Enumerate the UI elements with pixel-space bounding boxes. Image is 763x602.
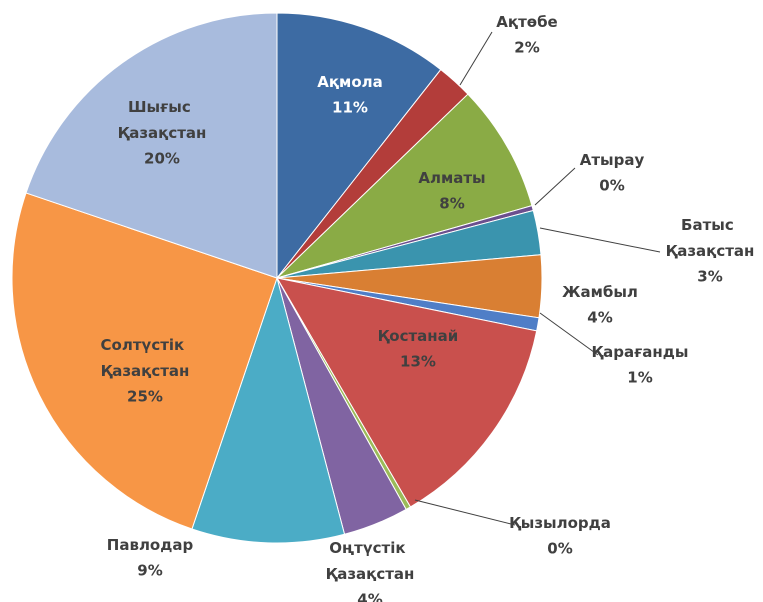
- category-label-line: Батыс: [681, 216, 739, 234]
- category-label: Ақмола: [317, 73, 382, 91]
- category-label-line: Қазақстан: [118, 124, 207, 142]
- category-label-line: Қазақстан: [326, 565, 415, 583]
- category-label-line: Атырау: [580, 151, 645, 169]
- category-label-line: Қызылорда: [509, 514, 611, 532]
- pie-slice: [276, 277, 538, 508]
- category-label: Шығыс Қазақстан: [118, 98, 207, 142]
- category-label: Алматы: [418, 169, 485, 187]
- category-label: Батыс Қазақстан: [666, 216, 755, 260]
- category-label: Жамбыл: [562, 283, 638, 301]
- category-label: Атырау: [580, 151, 645, 169]
- pie-slice: [276, 12, 442, 280]
- pie-slice: [191, 276, 346, 544]
- leader-line: [459, 31, 493, 86]
- value-label: 25%: [127, 388, 163, 406]
- leader-line: [414, 499, 516, 526]
- category-label-line: Қарағанды: [592, 343, 689, 361]
- category-label: Қарағанды: [592, 343, 689, 361]
- value-label: 11%: [332, 99, 368, 117]
- leader-line: [539, 312, 599, 356]
- category-label: Қызылорда: [509, 514, 611, 532]
- leader-line: [539, 227, 661, 253]
- category-label-line: Ақмола: [317, 73, 382, 91]
- pie-slice: [25, 12, 278, 279]
- value-label: 20%: [144, 150, 180, 168]
- pie-slice: [11, 192, 278, 530]
- category-label: Қостанай: [378, 327, 459, 345]
- category-label-line: Шығыс: [128, 98, 196, 116]
- category-label-line: Қостанай: [378, 327, 459, 345]
- value-label: 13%: [400, 353, 436, 371]
- category-label-line: Алматы: [418, 169, 485, 187]
- category-label-line: Оңтүстік: [329, 539, 410, 557]
- category-label-line: Қазақстан: [666, 242, 755, 260]
- category-label: Оңтүстік Қазақстан: [326, 539, 415, 583]
- value-label: 2%: [514, 39, 539, 57]
- value-label: 8%: [439, 195, 464, 213]
- value-label: 0%: [547, 540, 572, 558]
- value-label: 4%: [357, 591, 382, 602]
- value-label: 1%: [627, 369, 652, 387]
- category-label-line: Солтүстік: [101, 336, 190, 354]
- value-label: 4%: [587, 309, 612, 327]
- category-label: Павлодар: [107, 536, 194, 554]
- value-label: 3%: [697, 268, 722, 286]
- category-label-line: Павлодар: [107, 536, 194, 554]
- category-label: Ақтөбе: [496, 13, 557, 31]
- value-label: 9%: [137, 562, 162, 580]
- category-label-line: Жамбыл: [562, 283, 638, 301]
- category-label: Солтүстік Қазақстан: [101, 336, 190, 380]
- category-label-line: Қазақстан: [101, 362, 190, 380]
- pie-slice: [276, 93, 533, 279]
- category-label-line: Ақтөбе: [496, 13, 557, 31]
- value-label: 0%: [599, 177, 624, 195]
- leader-line: [534, 167, 576, 206]
